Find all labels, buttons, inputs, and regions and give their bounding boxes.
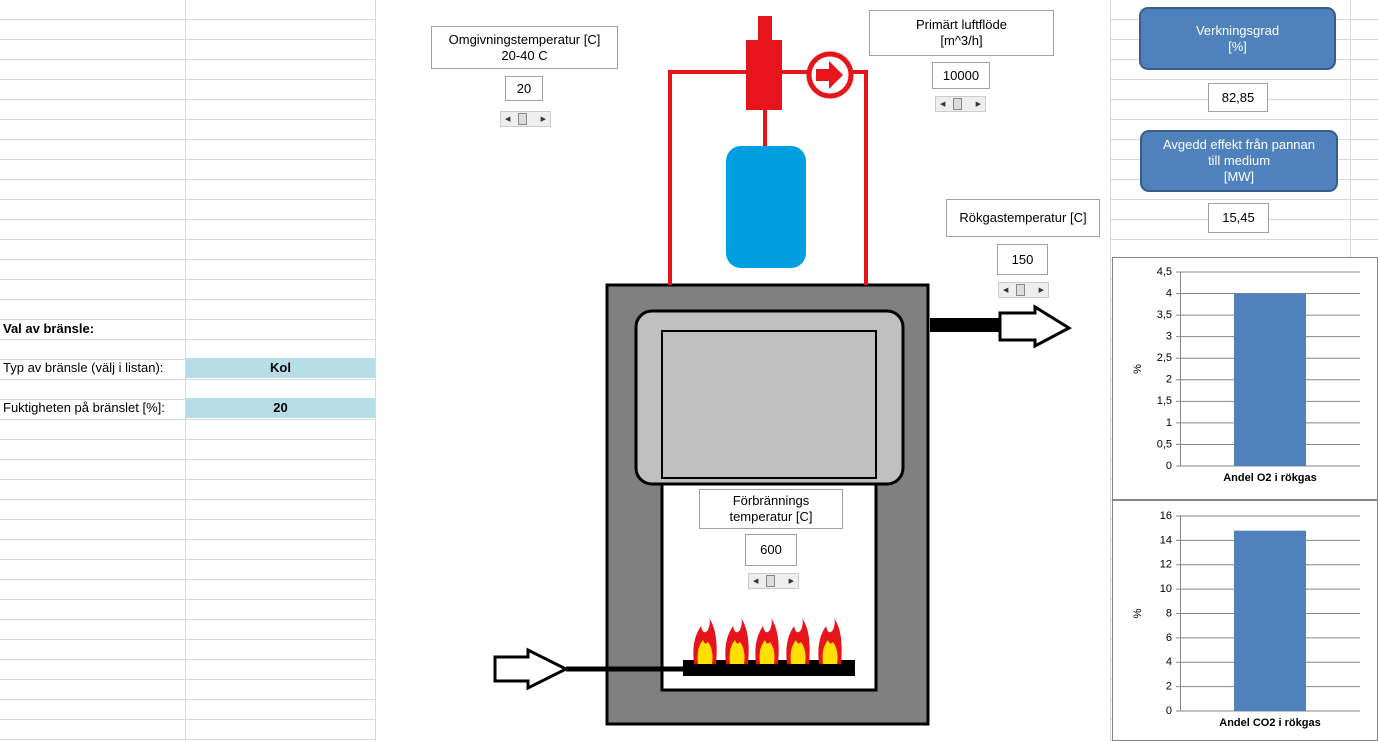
flame-core xyxy=(729,640,745,664)
slider-left[interactable]: ◀ xyxy=(1003,287,1009,294)
output-label: till medium xyxy=(1207,153,1271,168)
y-tick-label: 16 xyxy=(1160,510,1172,522)
y-tick-label: 0,5 xyxy=(1157,438,1172,450)
slider-right[interactable]: ▶ xyxy=(975,101,981,108)
output-label-box: Avgedd effekt från pannan till medium [MW] xyxy=(1140,130,1338,192)
slider[interactable]: ◀ ▶ xyxy=(500,111,551,127)
control-label: Rökgastemperatur [C] xyxy=(959,210,1087,225)
y-tick-label: 2 xyxy=(1166,681,1172,693)
slider-left[interactable]: ◀ xyxy=(505,116,511,123)
input-cell-bg xyxy=(186,398,375,418)
output-value-box: 82,85 xyxy=(1208,83,1268,112)
slider-right[interactable]: ▶ xyxy=(1038,287,1044,294)
output-value: 82,85 xyxy=(1221,89,1255,105)
control-label: Primärt luftflöde xyxy=(915,17,1008,32)
output-label: Verkningsgrad xyxy=(1195,22,1280,38)
slider-thumb[interactable] xyxy=(953,98,962,110)
control-value: 600 xyxy=(760,542,782,557)
output-value-box: 15,45 xyxy=(1208,203,1269,233)
control-value-box: 10000 xyxy=(932,62,990,89)
field-value[interactable]: Kol xyxy=(270,360,291,375)
slider[interactable]: ◀ ▶ xyxy=(935,96,986,112)
field-label: Typ av bränsle (välj i listan): xyxy=(3,360,164,375)
control-label-box: Förbrännings temperatur [C] xyxy=(699,489,843,529)
flame-core xyxy=(759,640,775,664)
slider[interactable]: ◀ ▶ xyxy=(998,282,1049,298)
y-tick-label: 3 xyxy=(1166,331,1172,343)
control-label: temperatur [C] xyxy=(729,509,813,524)
output-label-box: Verkningsgrad [%] xyxy=(1139,7,1336,70)
control-label: [m^3/h] xyxy=(940,33,983,48)
section-heading: Val av bränsle: xyxy=(3,321,95,336)
control-value-box: 150 xyxy=(997,244,1048,275)
slider-left[interactable]: ◀ xyxy=(753,578,759,585)
boiler xyxy=(493,16,1073,726)
x-tick-label: Andel CO2 i rökgas xyxy=(1219,717,1320,729)
y-tick-label: 6 xyxy=(1166,632,1172,644)
bar xyxy=(1234,530,1306,711)
control-value-box: 600 xyxy=(745,534,797,566)
output-label: [MW] xyxy=(1223,169,1255,184)
output-value: 15,45 xyxy=(1222,210,1255,225)
output-label: [%] xyxy=(1228,38,1247,54)
control-value: 10000 xyxy=(942,67,980,83)
input-cell-bg xyxy=(186,358,375,378)
slider-right[interactable]: ▶ xyxy=(788,578,794,585)
y-tick-label: 1 xyxy=(1166,417,1172,429)
flame-core xyxy=(790,640,806,664)
y-tick-label: 12 xyxy=(1160,559,1172,571)
slider-right[interactable]: ▶ xyxy=(540,116,546,123)
y-tick-label: 1,5 xyxy=(1157,395,1172,407)
y-tick-label: 4,5 xyxy=(1157,266,1172,278)
output-label: Avgedd effekt från pannan xyxy=(1162,137,1316,152)
flame-core xyxy=(697,640,713,664)
y-tick-label: 2 xyxy=(1166,374,1172,386)
y-tick-label: 4 xyxy=(1166,656,1172,668)
control-value: 20 xyxy=(516,80,532,96)
y-tick-label: 2,5 xyxy=(1157,352,1172,364)
slider-left[interactable]: ◀ xyxy=(940,101,946,108)
bar xyxy=(1234,293,1306,466)
slider-thumb[interactable] xyxy=(518,113,527,125)
y-tick-label: 14 xyxy=(1160,534,1172,546)
y-axis-label: % xyxy=(1132,608,1144,618)
y-tick-label: 0 xyxy=(1166,705,1172,717)
flame-core xyxy=(822,640,838,664)
slider-thumb[interactable] xyxy=(1016,284,1025,296)
control-value: 150 xyxy=(1011,251,1034,267)
y-tick-label: 3,5 xyxy=(1157,309,1172,321)
control-label-box: Omgivningstemperatur [C] 20-40 C xyxy=(431,26,618,69)
y-tick-label: 4 xyxy=(1166,287,1172,299)
control-label: 20-40 C xyxy=(501,47,548,63)
control-label-box: Primärt luftflöde [m^3/h] xyxy=(869,10,1054,56)
y-tick-label: 10 xyxy=(1160,583,1172,595)
y-tick-label: 8 xyxy=(1166,607,1172,619)
y-axis-label: % xyxy=(1132,364,1144,374)
slider-thumb[interactable] xyxy=(766,575,775,587)
control-label: Förbrännings xyxy=(732,493,810,508)
x-tick-label: Andel O2 i rökgas xyxy=(1223,472,1317,484)
slider[interactable]: ◀ ▶ xyxy=(748,573,799,589)
field-value[interactable]: 20 xyxy=(273,400,288,415)
control-label: Omgivningstemperatur [C] xyxy=(448,31,601,47)
control-value-box: 20 xyxy=(505,76,543,101)
y-tick-label: 0 xyxy=(1166,460,1172,472)
control-label-box: Rökgastemperatur [C] xyxy=(946,199,1100,237)
field-label: Fuktigheten på bränslet [%]: xyxy=(3,400,165,415)
